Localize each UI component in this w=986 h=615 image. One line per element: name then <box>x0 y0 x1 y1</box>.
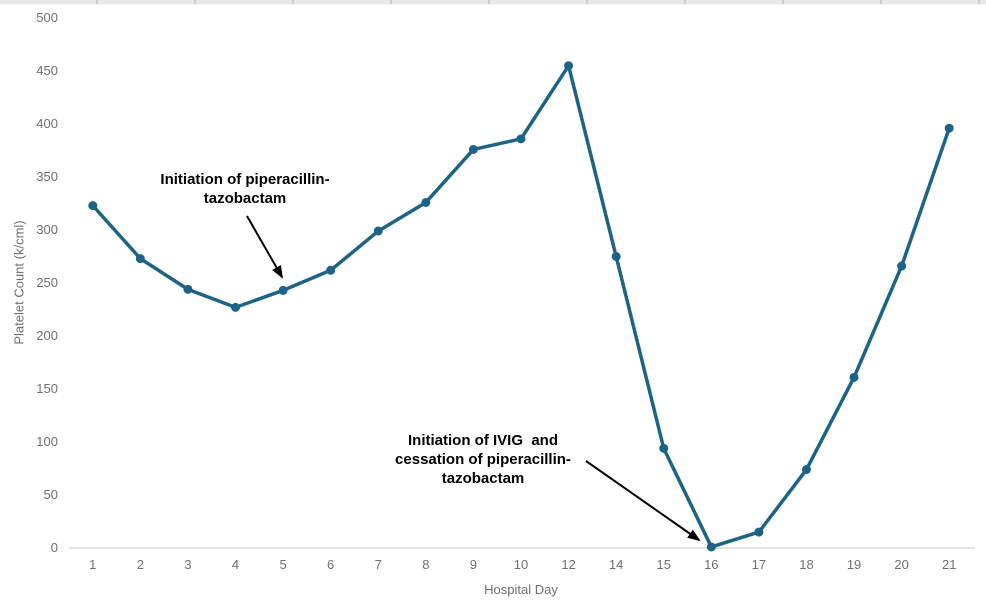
y-tick-label: 400 <box>36 116 58 131</box>
data-point-day-3 <box>183 284 193 294</box>
annotation-arrow-to-day-5 <box>246 215 283 279</box>
annotation-arrows <box>246 215 701 542</box>
annotation-arrow-to-day-16 <box>585 460 701 542</box>
data-point-day-2 <box>135 254 145 264</box>
x-tick-label: 18 <box>799 557 814 572</box>
annotation-ivig-initiation: Initiation of IVIG and cessation of pipe… <box>395 432 571 487</box>
data-point-day-12 <box>564 61 574 71</box>
x-tick-label: 20 <box>894 557 909 572</box>
data-point-day-10 <box>516 134 526 144</box>
x-tick-label: 7 <box>374 557 382 572</box>
platelet-count-series <box>88 61 954 552</box>
y-tick-label: 250 <box>36 275 58 290</box>
data-point-day-17 <box>754 527 764 537</box>
y-tick-label: 350 <box>36 169 58 184</box>
x-tick-label: 10 <box>513 557 529 572</box>
data-point-day-16 <box>706 542 716 552</box>
data-point-day-15 <box>659 443 669 453</box>
data-point-day-8 <box>421 197 431 207</box>
x-tick-label: 4 <box>231 557 240 572</box>
x-tick-label: 12 <box>561 557 576 572</box>
data-point-day-19 <box>849 372 859 382</box>
y-tick-label: 0 <box>50 540 58 555</box>
x-tick-label: 3 <box>184 557 192 572</box>
data-point-day-1 <box>88 201 98 211</box>
x-tick-label: 8 <box>422 557 430 572</box>
data-point-day-9 <box>468 144 478 154</box>
data-point-day-7 <box>373 226 383 236</box>
x-tick-label: 21 <box>941 557 957 572</box>
y-tick-label: 450 <box>36 63 58 78</box>
x-tick-label: 16 <box>704 557 719 572</box>
y-tick-label: 200 <box>36 328 58 343</box>
x-tick-label: 15 <box>656 557 671 572</box>
data-point-day-6 <box>326 265 336 275</box>
data-point-day-20 <box>897 261 907 271</box>
y-tick-label: 500 <box>36 10 58 25</box>
data-point-day-14 <box>611 252 621 261</box>
annotation-piperacillin-initiation: Initiation of piperacillin- tazobactam <box>160 171 330 207</box>
x-tick-label: 17 <box>751 557 767 572</box>
spreadsheet-cell-edge-strip <box>0 0 986 5</box>
data-point-day-18 <box>801 465 811 475</box>
data-point-day-4 <box>231 302 241 312</box>
data-point-day-5 <box>278 285 288 295</box>
x-tick-label: 14 <box>608 557 624 572</box>
data-point-day-21 <box>944 123 954 133</box>
x-tick-label: 5 <box>279 557 287 572</box>
x-tick-label: 6 <box>327 557 335 572</box>
x-tick-label: 19 <box>846 557 862 572</box>
y-tick-label: 150 <box>36 381 58 396</box>
x-tick-label: 9 <box>469 557 478 572</box>
y-tick-label: 50 <box>43 487 58 502</box>
y-tick-label: 300 <box>36 222 58 237</box>
x-tick-label: 1 <box>89 557 97 572</box>
y-tick-label: 100 <box>36 434 58 449</box>
x-axis-title: Hospital Day <box>484 582 558 597</box>
x-tick-label: 2 <box>136 557 144 572</box>
